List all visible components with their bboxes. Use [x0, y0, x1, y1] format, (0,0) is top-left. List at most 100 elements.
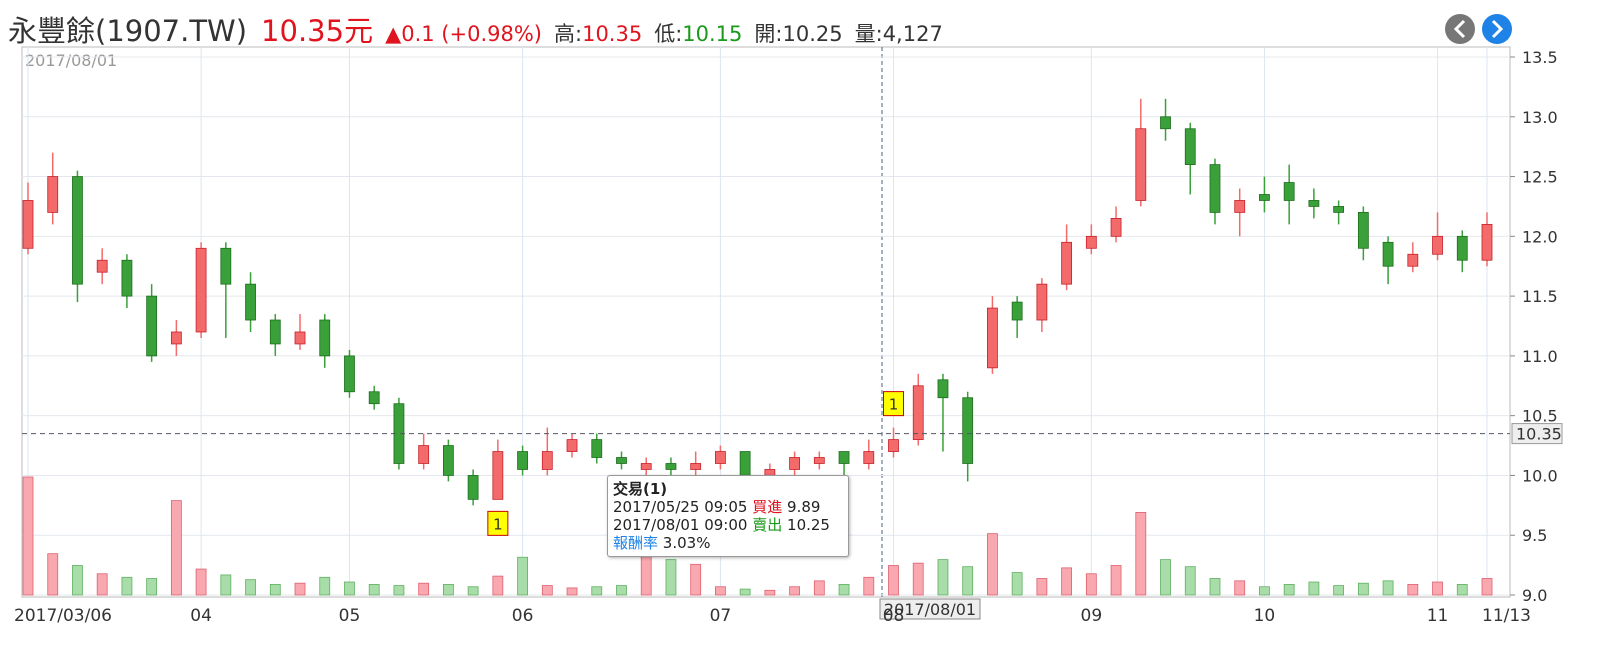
volume-bar — [1160, 559, 1171, 596]
volume-bar — [1036, 578, 1048, 596]
candle-body — [195, 247, 207, 333]
x-tick-label: 05 — [339, 606, 361, 626]
prev-button[interactable] — [1445, 14, 1475, 44]
volume-bar — [269, 583, 281, 596]
candle-body — [121, 259, 133, 297]
buy-price: 9.89 — [787, 498, 821, 516]
volume-bar — [937, 559, 949, 596]
volume-bar — [1333, 585, 1345, 596]
last-price-label: 10.35 — [1516, 425, 1562, 444]
candle-body — [1259, 194, 1270, 201]
tooltip: 交易(1) 2017/05/25 09:05 買進 9.89 2017/08/0… — [607, 475, 849, 557]
candle-body — [96, 259, 108, 273]
volume-bar — [96, 573, 108, 596]
next-icon — [1491, 19, 1504, 39]
volume-bar — [47, 553, 59, 596]
volume-bar — [912, 562, 924, 596]
volume-bar — [665, 559, 677, 596]
volume-bar — [1481, 578, 1493, 596]
candle-body — [492, 451, 504, 500]
candle-body — [1333, 206, 1345, 213]
volume-bar — [344, 581, 355, 596]
volume-bar — [863, 576, 875, 596]
high-label: 高: — [554, 22, 583, 46]
volume-bar — [1085, 573, 1097, 596]
volume-bar — [442, 583, 454, 596]
candle-body — [418, 445, 430, 464]
candle-body — [616, 457, 627, 464]
y-tick-label: 13.0 — [1522, 108, 1558, 127]
candle-body — [541, 451, 553, 470]
candle-body — [442, 445, 454, 476]
candle-body — [813, 457, 825, 464]
candle-body — [937, 379, 949, 399]
volume-bar — [1456, 583, 1468, 596]
trade-marker-label: 1 — [493, 515, 503, 533]
candle-body — [72, 176, 83, 285]
candle-body — [690, 463, 702, 470]
volume-bar — [72, 565, 83, 596]
volume-bar — [195, 568, 207, 596]
price: 10.35元 — [261, 14, 374, 48]
candle-body — [1135, 128, 1147, 201]
candle-body — [245, 283, 256, 321]
x-tick-label: 04 — [190, 606, 212, 626]
candle-body — [1085, 235, 1097, 249]
volume-label: 量: — [854, 22, 883, 46]
candle-body — [170, 331, 182, 345]
volume-bar — [1135, 512, 1147, 596]
candle-body — [1382, 241, 1394, 267]
volume-bar — [170, 500, 182, 596]
x-tick-label: 11 — [1427, 606, 1449, 626]
candle-body — [269, 319, 281, 345]
candle-body — [1432, 235, 1443, 255]
candle-body — [863, 451, 875, 464]
candle-body — [146, 295, 158, 357]
volume-bar — [1110, 565, 1122, 596]
volume-bar — [517, 556, 528, 596]
candle-body — [1234, 200, 1246, 213]
candle-body — [47, 176, 59, 213]
next-button[interactable] — [1482, 14, 1512, 44]
y-tick-label: 9.0 — [1522, 586, 1547, 605]
volume: 4,127 — [882, 22, 943, 46]
last-price-box — [1511, 423, 1563, 445]
volume-bar — [987, 533, 998, 596]
volume-bar — [962, 566, 974, 596]
trade-marker — [487, 510, 509, 536]
volume-bar — [146, 578, 158, 596]
trade-marker-label: 1 — [889, 396, 899, 414]
volume-bar — [616, 585, 627, 596]
stock-name: 永豐餘(1907.TW) — [8, 14, 248, 48]
volume-bar — [1209, 578, 1221, 596]
volume-bar — [566, 587, 578, 596]
candle-body — [566, 439, 578, 452]
x-tick-label: 09 — [1081, 606, 1103, 626]
candle-body — [1456, 235, 1468, 261]
candle-body — [715, 451, 726, 464]
buy-time: 2017/05/25 09:05 — [613, 498, 748, 516]
prev-icon — [1453, 19, 1466, 39]
volume-bar — [1357, 582, 1369, 596]
candle-body — [1061, 241, 1073, 285]
candle-body — [1209, 164, 1221, 213]
volume-bar — [418, 582, 430, 596]
cursor-date: 2017/08/01 — [884, 600, 976, 619]
volume-bar — [1011, 572, 1023, 596]
candle-body — [739, 451, 751, 476]
sell-time: 2017/08/01 09:00 — [613, 516, 748, 534]
candle-body — [1184, 128, 1196, 166]
y-tick-label: 9.5 — [1522, 526, 1547, 545]
volume-bar — [764, 589, 776, 596]
candle-body — [344, 355, 355, 393]
x-tick-label: 2017/03/06 — [14, 606, 112, 626]
change: ▲0.1 (+0.98%) — [385, 22, 542, 46]
candle-body — [665, 463, 677, 470]
date-label: 2017/08/01 — [25, 51, 117, 70]
candle-body — [591, 439, 603, 458]
candle-body — [1308, 200, 1320, 207]
volume-bar — [715, 586, 726, 596]
low-label: 低: — [654, 22, 683, 46]
x-tick-label: 08 — [883, 606, 905, 626]
